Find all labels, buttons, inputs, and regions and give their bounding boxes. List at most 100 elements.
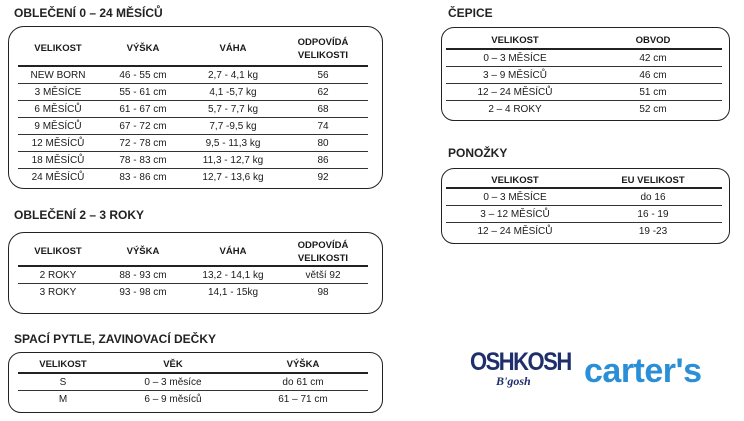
cell: 42 cm [584, 48, 722, 67]
cell: M [58, 393, 68, 405]
cell: 9 MĚSÍCŮ [18, 117, 98, 135]
table-row: 12 MĚSÍCŮ 72 - 78 cm 9,5 - 11,3 kg 80 [18, 134, 368, 152]
cell: 3 – 12 MĚSÍCŮ [446, 205, 584, 223]
cell: větší 92 [278, 265, 368, 284]
section-title-sleeping-bags: SPACÍ PYTLE, ZAVINOVACÍ DEČKY [14, 332, 217, 346]
cell: 98 [317, 286, 329, 298]
header-circumference: OBVOD [635, 35, 671, 46]
header-size: VELIKOST [34, 246, 82, 257]
cell: 72 - 78 cm [98, 134, 188, 152]
table-row: 24 MĚSÍCŮ 83 - 86 cm 12,7 - 13,6 kg 92 [18, 169, 368, 186]
cell: 61 – 71 cm [278, 393, 328, 405]
cell: S [18, 372, 108, 391]
cell: 2 ROKY [18, 265, 98, 284]
table-row: 3 MĚSÍCE 55 - 61 cm 4,1 -5,7 kg 62 [18, 83, 368, 101]
header-size: VELIKOST [39, 359, 87, 370]
cell: 62 [278, 83, 368, 101]
carters-logo: carter's [584, 352, 702, 390]
size-table-socks: VELIKOST EU VELIKOST 0 – 3 MĚSÍCE do 16 3… [446, 174, 722, 239]
cell: 14,1 - 15kg [207, 286, 259, 298]
cell: 0 – 3 měsíce [108, 372, 238, 391]
cell: 19 -23 [638, 225, 668, 237]
header-size: VELIKOST [491, 35, 539, 46]
cell: 3 MĚSÍCE [18, 83, 98, 101]
cell: 24 MĚSÍCŮ [31, 171, 85, 183]
cell: 83 - 86 cm [119, 171, 167, 183]
table-row: 6 MĚSÍCŮ 61 - 67 cm 5,7 - 7,7 kg 68 [18, 100, 368, 118]
header-size: VELIKOST [34, 43, 82, 54]
cell: 88 - 93 cm [98, 265, 188, 284]
cell: 12,7 - 13,6 kg [202, 171, 264, 183]
cell: 4,1 -5,7 kg [188, 83, 278, 101]
cell: 68 [278, 100, 368, 118]
table-row: NEW BORN 46 - 55 cm 2,7 - 4,1 kg 56 [18, 65, 368, 84]
cell: 92 [317, 171, 329, 183]
table-row: 12 – 24 MĚSÍCŮ 19 -23 [446, 223, 722, 240]
header-eu-size: EU VELIKOST [621, 175, 685, 186]
section-title-clothing-0-24: OBLEČENÍ 0 – 24 MĚSÍCŮ [14, 6, 163, 20]
cell: 16 - 19 [584, 205, 722, 223]
size-table-hats: VELIKOST OBVOD 0 – 3 MĚSÍCE 42 cm 3 – 9 M… [446, 33, 722, 117]
header-age: VĚK [163, 359, 183, 370]
cell: 93 - 98 cm [119, 286, 167, 298]
section-title-socks: PONOŽKY [448, 146, 508, 160]
cell: 9,5 - 11,3 kg [188, 134, 278, 152]
cell: 46 - 55 cm [98, 65, 188, 84]
section-title-clothing-2-3: OBLEČENÍ 2 – 3 ROKY [14, 208, 145, 222]
table-row: M 6 – 9 měsíců 61 – 71 cm [18, 391, 368, 408]
table-row: 2 – 4 ROKY 52 cm [446, 101, 722, 118]
header-matches-size: ODPOVÍDÁ VELIKOSTI [297, 239, 349, 264]
cell: 6 – 9 měsíců [144, 393, 202, 405]
table-row: 0 – 3 MĚSÍCE do 16 [446, 187, 722, 206]
header-matches-size: ODPOVÍDÁ VELIKOSTI [297, 36, 349, 61]
cell: 46 cm [584, 66, 722, 84]
header-weight: VÁHA [219, 43, 247, 54]
table-row: 2 ROKY 88 - 93 cm 13,2 - 14,1 kg větší 92 [18, 265, 368, 284]
cell: 6 MĚSÍCŮ [18, 100, 98, 118]
cell: 13,2 - 14,1 kg [188, 265, 278, 284]
size-table-clothing-0-24: VELIKOST VÝŠKA VÁHA ODPOVÍDÁ VELIKOSTI N… [18, 32, 368, 185]
cell: 0 – 3 MĚSÍCE [446, 48, 584, 67]
table-row: 3 ROKY 93 - 98 cm 14,1 - 15kg 98 [18, 284, 368, 301]
header-height: VÝŠKA [286, 359, 320, 370]
table-row: 3 – 9 MĚSÍCŮ 46 cm [446, 66, 722, 84]
section-title-hats: ČEPICE [448, 6, 493, 20]
cell: do 16 [584, 187, 722, 206]
cell: 7,7 -9,5 kg [188, 117, 278, 135]
cell: 61 - 67 cm [98, 100, 188, 118]
table-row: 18 MĚSÍCŮ 78 - 83 cm 11,3 - 12,7 kg 86 [18, 151, 368, 169]
size-table-clothing-2-3: VELIKOST VÝŠKA VÁHA ODPOVÍDÁ VELIKOSTI 2… [18, 238, 368, 300]
cell: 86 [278, 151, 368, 169]
cell: NEW BORN [18, 65, 98, 84]
oshkosh-logo-text: OSHKOSH [470, 347, 572, 376]
cell: 12 – 24 MĚSÍCŮ [446, 83, 584, 101]
cell: 74 [278, 117, 368, 135]
oshkosh-logo: OSHKOSH B'gosh [470, 347, 572, 396]
table-row: 3 – 12 MĚSÍCŮ 16 - 19 [446, 205, 722, 223]
oshkosh-logo-subtext: B'gosh [496, 374, 531, 388]
cell: 3 – 9 MĚSÍCŮ [446, 66, 584, 84]
cell: 3 ROKY [39, 286, 77, 298]
cell: 78 - 83 cm [98, 151, 188, 169]
cell: 12 – 24 MĚSÍCŮ [477, 225, 553, 237]
cell: 18 MĚSÍCŮ [18, 151, 98, 169]
table-row: 12 – 24 MĚSÍCŮ 51 cm [446, 83, 722, 101]
cell: 11,3 - 12,7 kg [188, 151, 278, 169]
cell: 5,7 - 7,7 kg [188, 100, 278, 118]
cell: 0 – 3 MĚSÍCE [446, 187, 584, 206]
cell: 2,7 - 4,1 kg [188, 65, 278, 84]
table-row: 9 MĚSÍCŮ 67 - 72 cm 7,7 -9,5 kg 74 [18, 117, 368, 135]
header-height: VÝŠKA [126, 43, 160, 54]
cell: 55 - 61 cm [98, 83, 188, 101]
header-height: VÝŠKA [126, 246, 160, 257]
header-weight: VÁHA [219, 246, 247, 257]
cell: 80 [278, 134, 368, 152]
cell: 67 - 72 cm [98, 117, 188, 135]
cell: 56 [278, 65, 368, 84]
cell: 51 cm [584, 83, 722, 101]
table-row: 0 – 3 MĚSÍCE 42 cm [446, 48, 722, 67]
cell: 12 MĚSÍCŮ [18, 134, 98, 152]
cell: do 61 cm [238, 372, 368, 391]
